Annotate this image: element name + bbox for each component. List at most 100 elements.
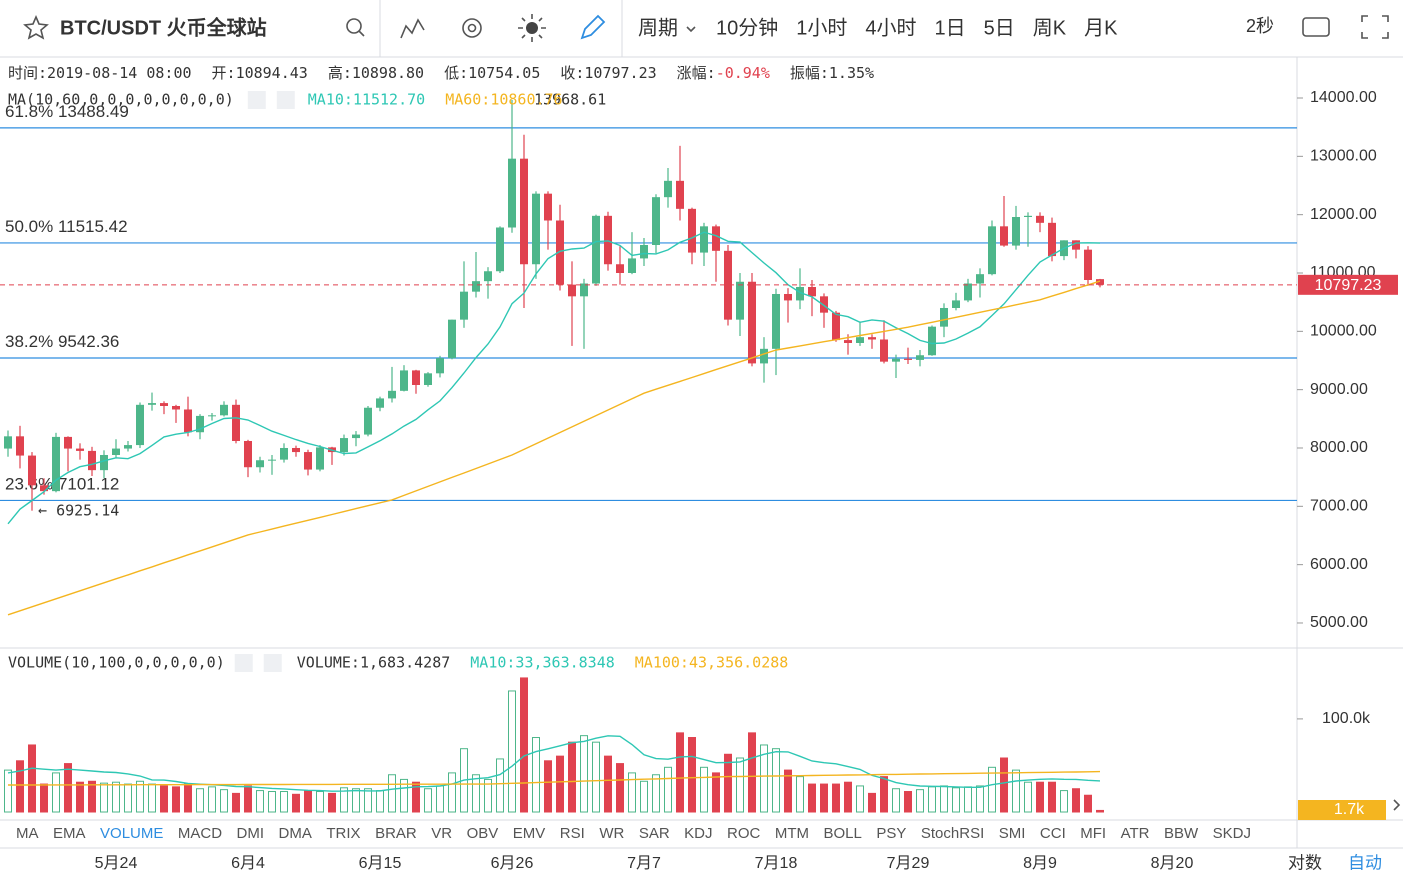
fib-price: 7101.12: [58, 475, 119, 494]
symbol: BTC/USDT 火币全球站: [60, 15, 267, 39]
x-tick-label: 5月24: [95, 855, 138, 872]
candle-body: [172, 405, 180, 410]
candle-body: [832, 312, 840, 341]
indicator-tab[interactable]: KDJ: [684, 825, 712, 842]
candle-body: [76, 448, 84, 451]
y-tick-label: 7000.00: [1310, 498, 1368, 515]
volume-bar: [772, 748, 780, 813]
axis-mode[interactable]: 自动: [1348, 853, 1382, 872]
volume-bar: [592, 741, 600, 813]
candle-body: [436, 358, 444, 374]
info-value: 10894.43: [236, 64, 308, 82]
x-tick-label: 7月18: [755, 855, 798, 872]
indicator-tab[interactable]: SMI: [999, 825, 1026, 842]
legend-tool: [247, 91, 266, 109]
candle-body: [880, 339, 888, 362]
scroll-arrow[interactable]: [1393, 799, 1401, 811]
search-icon[interactable]: [346, 18, 365, 37]
volume-bar: [52, 772, 60, 813]
favorite-icon[interactable]: [23, 14, 49, 40]
candle-body: [916, 355, 924, 360]
indicator-tab[interactable]: SKDJ: [1213, 825, 1251, 842]
screenshot-icon[interactable]: [1302, 17, 1330, 37]
interval-button[interactable]: 月K: [1084, 17, 1118, 39]
volume-bar: [748, 732, 756, 813]
candle-body: [376, 398, 384, 408]
candle-body: [544, 193, 552, 221]
volume-bar: [808, 783, 816, 813]
indicator-tab[interactable]: WR: [599, 825, 624, 842]
indicator-tab[interactable]: ATR: [1121, 825, 1150, 842]
volume-bar: [64, 763, 72, 813]
indicator-tab[interactable]: EMA: [53, 825, 86, 842]
interval-button[interactable]: 1日: [935, 17, 966, 39]
volume-bar: [472, 774, 480, 813]
y-tick-label: 100.0k: [1322, 710, 1371, 727]
volume-bar: [388, 774, 396, 813]
volume-bar: [1036, 781, 1044, 813]
period-menu[interactable]: 周期: [638, 17, 678, 39]
interval-button[interactable]: 1小时: [796, 16, 847, 39]
legend-tool: [263, 654, 282, 672]
info-value: 10797.23: [584, 64, 656, 82]
indicator-tab[interactable]: TRIX: [326, 825, 360, 842]
candle-body: [472, 281, 480, 292]
y-tick-label: 9000.00: [1310, 381, 1368, 398]
indicator-tab[interactable]: DMI: [237, 825, 265, 842]
volume-bar: [580, 735, 588, 813]
indicator-tab[interactable]: BBW: [1164, 825, 1199, 842]
draw-icon[interactable]: [580, 14, 606, 40]
volume-bar: [532, 737, 540, 813]
volume-bar: [16, 760, 24, 813]
indicator-tab[interactable]: MACD: [178, 825, 222, 842]
volume-bar: [340, 787, 348, 813]
candle-body: [724, 250, 732, 320]
info-item: 收:10797.23: [560, 64, 656, 82]
indicator-tab[interactable]: RSI: [560, 825, 585, 842]
indicator-tab[interactable]: BOLL: [824, 825, 862, 842]
candle-body: [364, 407, 372, 435]
indicator-tab[interactable]: OBV: [467, 825, 499, 842]
indicator-tab[interactable]: MTM: [775, 825, 809, 842]
high-label: 13968.61: [534, 90, 606, 108]
info-item: 低:10754.05: [444, 64, 540, 82]
volume-bar: [76, 781, 84, 813]
candle-body: [1012, 216, 1020, 246]
candle-body: [976, 274, 984, 284]
fib-label: 61.8% 13488.49: [5, 102, 129, 121]
indicator-tab[interactable]: DMA: [279, 825, 312, 842]
fib-label: 50.0% 11515.42: [5, 217, 128, 236]
indicator-tab[interactable]: StochRSI: [921, 825, 984, 842]
interval-button[interactable]: 4小时: [865, 16, 916, 39]
indicator-tab[interactable]: BRAR: [375, 825, 417, 842]
indicator-tab[interactable]: SAR: [639, 825, 670, 842]
interval-button[interactable]: 10分钟: [716, 16, 778, 39]
axis-mode[interactable]: 对数: [1288, 853, 1322, 872]
indicator-tab[interactable]: VR: [431, 825, 452, 842]
indicator-tab[interactable]: MFI: [1080, 825, 1106, 842]
candle-body: [232, 404, 240, 441]
interval-button[interactable]: 5日: [984, 17, 1015, 39]
y-tick-label: 8000.00: [1310, 439, 1368, 456]
indicator-tab[interactable]: ROC: [727, 825, 761, 842]
volume-bar: [1072, 788, 1080, 813]
volume-bar: [232, 792, 240, 813]
indicator-tab[interactable]: CCI: [1040, 825, 1066, 842]
candle-body: [580, 283, 588, 297]
candle-body: [64, 436, 72, 449]
theme-icon[interactable]: [518, 14, 546, 42]
volume-bar: [988, 766, 996, 813]
settings-icon[interactable]: [462, 18, 482, 38]
volume-bar: [496, 758, 504, 813]
candle-body: [1096, 279, 1104, 285]
indicator-tab[interactable]: PSY: [876, 825, 906, 842]
candle-body: [100, 454, 108, 471]
candle-body: [520, 158, 528, 265]
indicator-tab[interactable]: MA: [16, 825, 39, 842]
candle-body: [700, 226, 708, 253]
fullscreen-icon[interactable]: [1361, 15, 1389, 39]
indicator-tab[interactable]: VOLUME: [100, 825, 163, 842]
indicator-icon[interactable]: [400, 18, 425, 39]
interval-button[interactable]: 周K: [1033, 17, 1067, 39]
indicator-tab[interactable]: EMV: [513, 825, 546, 842]
